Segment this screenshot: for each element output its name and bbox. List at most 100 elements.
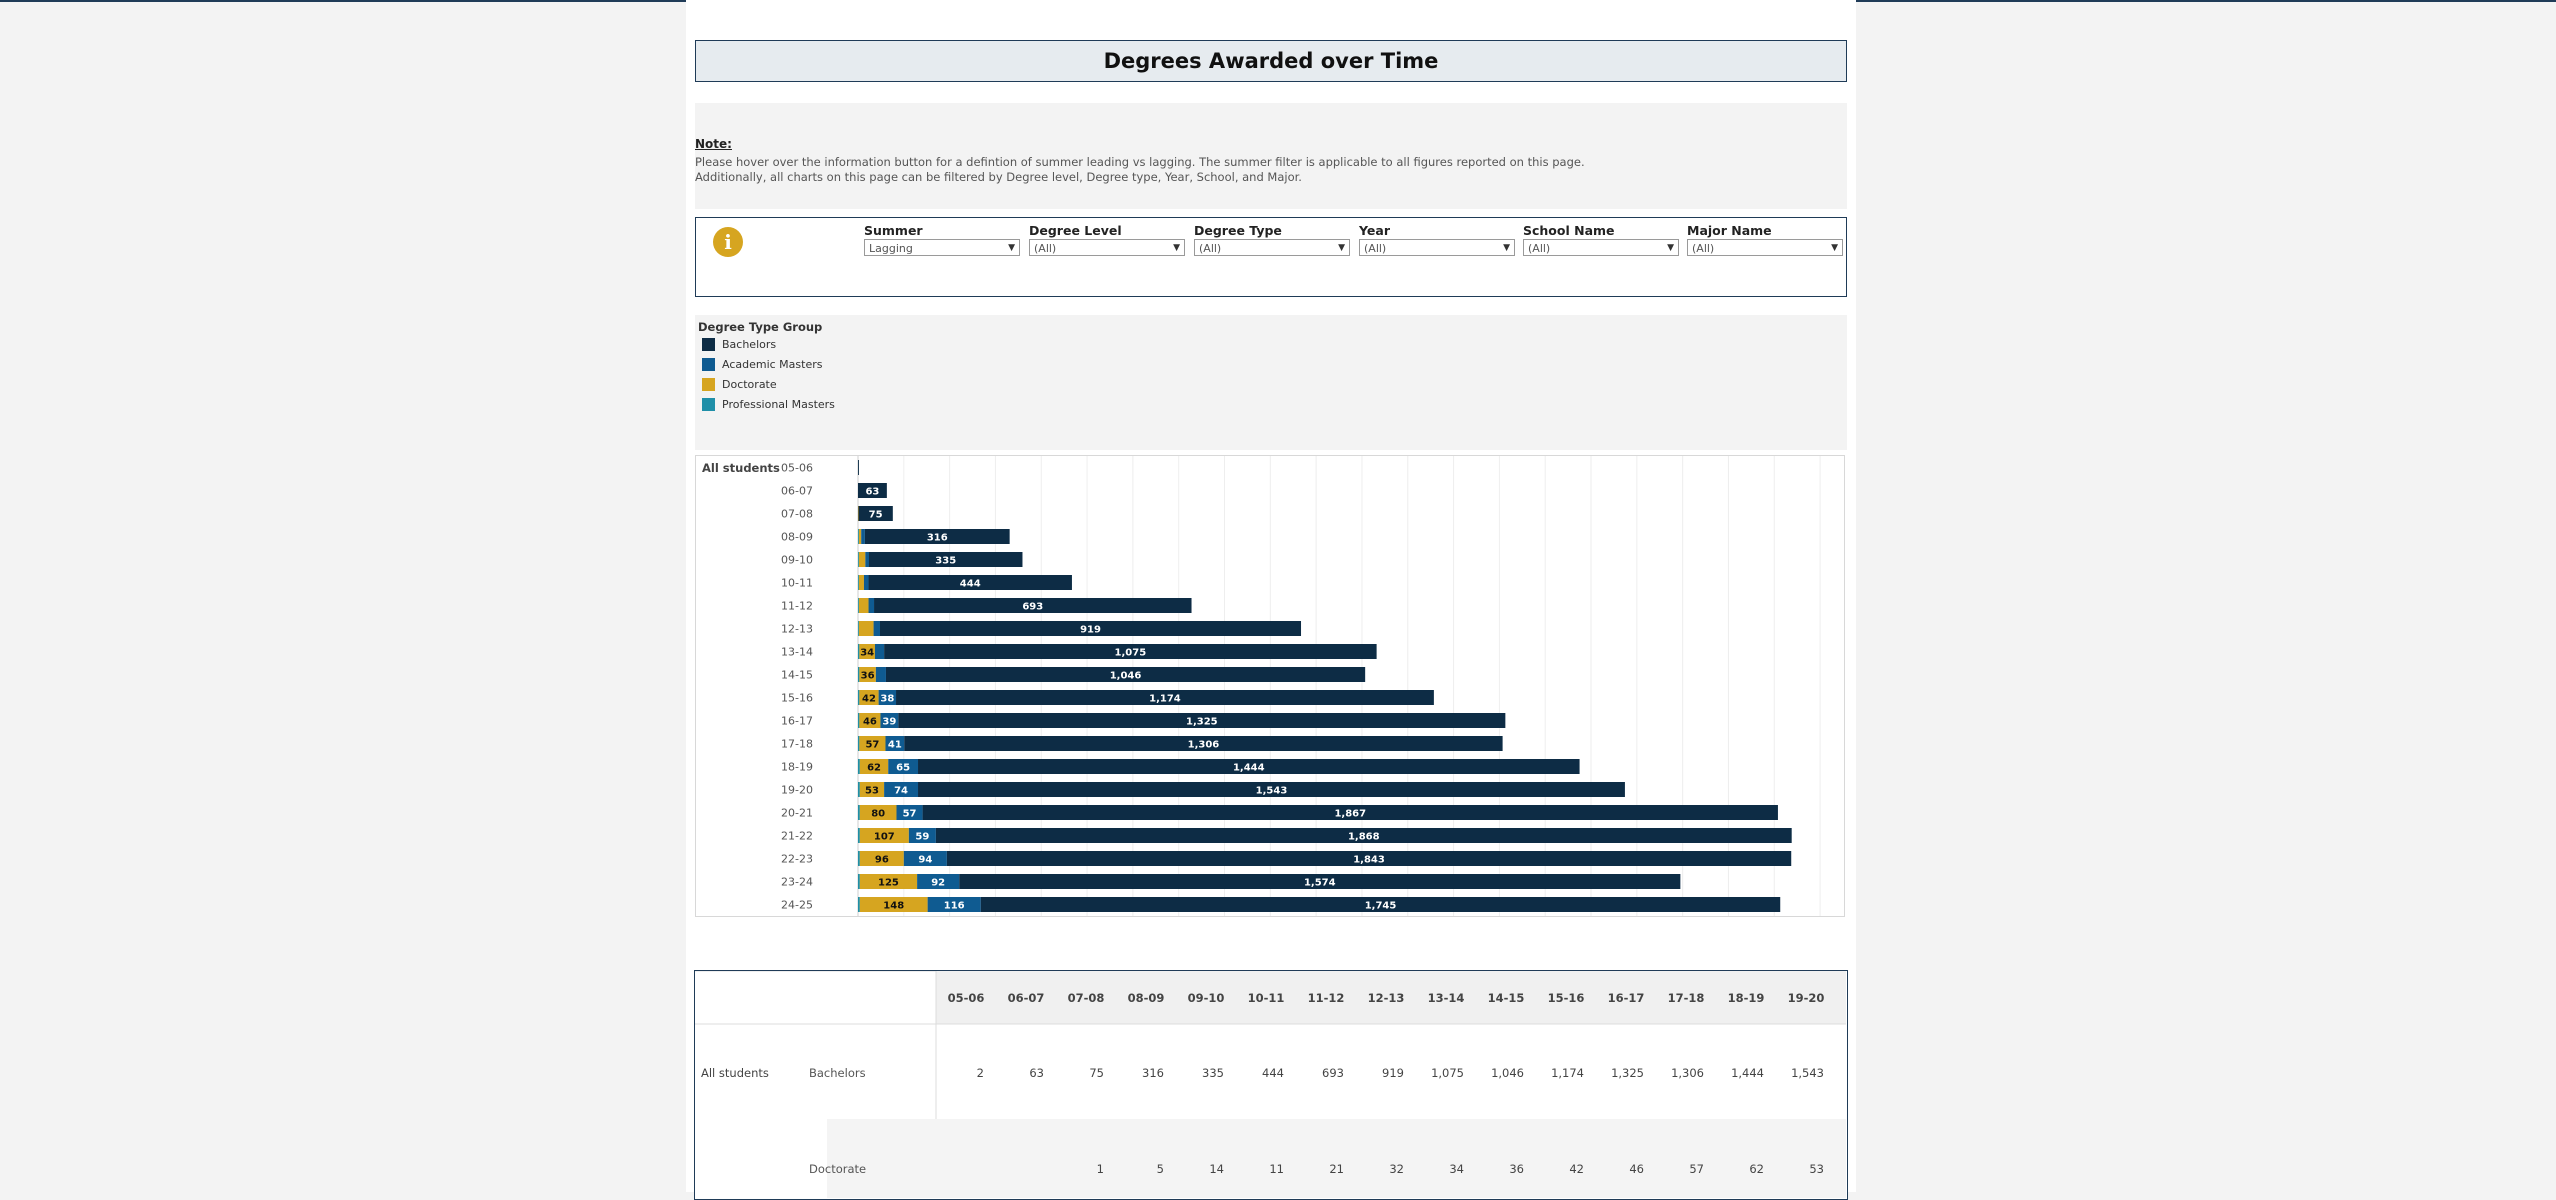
chart-category-label: 09-10 — [781, 554, 813, 567]
major-name-select[interactable]: (All)▼ — [1687, 239, 1843, 256]
chart-category-label: 15-16 — [781, 692, 813, 705]
chart-category-label: 22-23 — [781, 853, 813, 866]
table-column-header: 05-06 — [948, 991, 985, 1005]
filter-school-name: School Name (All)▼ — [1523, 223, 1679, 256]
bar-data-label: 1,868 — [1348, 832, 1380, 843]
bar-professional-masters — [858, 897, 860, 912]
filter-label: Summer — [864, 223, 1020, 239]
filter-label: Major Name — [1687, 223, 1843, 239]
bar-professional-masters — [858, 736, 859, 751]
filter-panel: i Summer Lagging▼ Degree Level (All)▼ De… — [695, 217, 1847, 297]
table-cell: 335 — [1202, 1066, 1224, 1080]
bar-academic-masters — [865, 552, 869, 567]
chart-category-label: 12-13 — [781, 623, 813, 636]
table-cell: 46 — [1629, 1162, 1644, 1176]
filter-major-name: Major Name (All)▼ — [1687, 223, 1843, 256]
filter-summer: Summer Lagging▼ — [864, 223, 1020, 256]
chart-category-label: 20-21 — [781, 807, 813, 820]
bar-data-label: 57 — [865, 740, 879, 751]
bar-data-label: 693 — [1022, 602, 1043, 613]
table-cell: 63 — [1029, 1066, 1044, 1080]
table-column-header: 16-17 — [1608, 991, 1645, 1005]
table-row-label: Bachelors — [809, 1066, 866, 1080]
legend-swatch — [702, 378, 715, 391]
table-cell: 1,075 — [1431, 1066, 1464, 1080]
bar-doctorate — [859, 529, 861, 544]
school-name-select[interactable]: (All)▼ — [1523, 239, 1679, 256]
bar-professional-masters — [858, 552, 859, 567]
table-column-header: 08-09 — [1128, 991, 1165, 1005]
table-row-band — [827, 1119, 1846, 1198]
bar-data-label: 62 — [867, 763, 881, 774]
table-column-header: 06-07 — [1008, 991, 1045, 1005]
bar-professional-masters — [858, 828, 860, 843]
note-heading: Note: — [695, 137, 732, 151]
bar-data-label: 335 — [935, 556, 956, 567]
chevron-down-icon: ▼ — [1173, 240, 1180, 257]
page-title: Degrees Awarded over Time — [1104, 49, 1439, 73]
table-cell: 2 — [977, 1066, 984, 1080]
table-cell: 919 — [1382, 1066, 1404, 1080]
table-column-header: 15-16 — [1548, 991, 1585, 1005]
filter-label: Degree Type — [1194, 223, 1350, 239]
note-line-2: Additionally, all charts on this page ca… — [695, 170, 1302, 184]
bar-data-label: 1,745 — [1365, 901, 1397, 912]
chevron-down-icon: ▼ — [1503, 240, 1510, 257]
bar-professional-masters — [858, 529, 859, 544]
bar-professional-masters — [858, 598, 859, 613]
bar-professional-masters — [858, 782, 860, 797]
legend-swatch — [702, 358, 715, 371]
info-icon[interactable]: i — [713, 227, 743, 257]
bar-data-label: 1,843 — [1353, 855, 1385, 866]
table-cell: 316 — [1142, 1066, 1164, 1080]
bar-doctorate — [859, 621, 874, 636]
bar-professional-masters — [858, 874, 860, 889]
chart-category-label: 17-18 — [781, 738, 813, 751]
degree-type-select[interactable]: (All)▼ — [1194, 239, 1350, 256]
table-cell: 1,174 — [1551, 1066, 1584, 1080]
chevron-down-icon: ▼ — [1008, 240, 1015, 257]
bar-data-label: 42 — [862, 694, 876, 705]
chart-legend: Degree Type Group Bachelors Academic Mas… — [695, 315, 1847, 450]
bar-data-label: 38 — [880, 694, 894, 705]
table-cell: 57 — [1689, 1162, 1704, 1176]
bar-professional-masters — [858, 575, 859, 590]
table-cell: 14 — [1209, 1162, 1224, 1176]
bar-data-label: 65 — [896, 763, 910, 774]
chart-category-label: 11-12 — [781, 600, 813, 613]
table-cell: 42 — [1569, 1162, 1584, 1176]
table-cell: 5 — [1157, 1162, 1164, 1176]
table-column-header: 10-11 — [1248, 991, 1285, 1005]
table-cell: 36 — [1509, 1162, 1524, 1176]
table-column-header: 12-13 — [1368, 991, 1405, 1005]
bar-professional-masters — [858, 667, 859, 682]
year-select[interactable]: (All)▼ — [1359, 239, 1515, 256]
bar-data-label: 92 — [931, 878, 945, 889]
filter-label: Degree Level — [1029, 223, 1185, 239]
bar-data-label: 125 — [878, 878, 899, 889]
table-row-label: Doctorate — [809, 1162, 866, 1176]
bar-data-label: 34 — [860, 648, 874, 659]
bar-data-label: 148 — [883, 901, 904, 912]
table-cell: 11 — [1269, 1162, 1284, 1176]
bar-professional-masters — [858, 690, 859, 705]
chart-category-label: 14-15 — [781, 669, 813, 682]
filter-degree-level: Degree Level (All)▼ — [1029, 223, 1185, 256]
table-cell: 1,306 — [1671, 1066, 1704, 1080]
degree-level-select[interactable]: (All)▼ — [1029, 239, 1185, 256]
chart-row-group-label: All students — [702, 461, 780, 475]
table-column-header: 13-14 — [1428, 991, 1465, 1005]
chevron-down-icon: ▼ — [1338, 240, 1345, 257]
filter-label: School Name — [1523, 223, 1679, 239]
bar-professional-masters — [858, 713, 859, 728]
chart-category-label: 21-22 — [781, 830, 813, 843]
table-cell: 75 — [1089, 1066, 1104, 1080]
summer-select[interactable]: Lagging▼ — [864, 239, 1020, 256]
bar-data-label: 63 — [865, 487, 879, 498]
chart-category-label: 24-25 — [781, 899, 813, 912]
table-cell: 1,444 — [1731, 1066, 1764, 1080]
bar-data-label: 1,306 — [1188, 740, 1220, 751]
chevron-down-icon: ▼ — [1831, 240, 1838, 257]
bar-data-label: 444 — [960, 579, 981, 590]
table-column-header: 18-19 — [1728, 991, 1765, 1005]
